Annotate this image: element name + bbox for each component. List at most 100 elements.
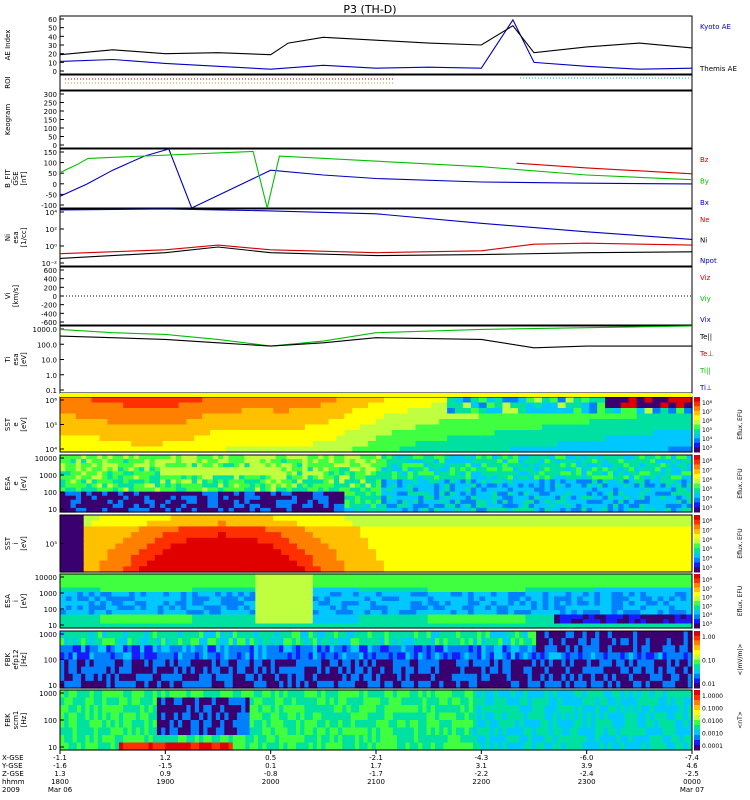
colorbar-cell	[694, 519, 700, 525]
y-axis-label: [1/cc]	[20, 227, 28, 247]
colorbar-cell	[694, 673, 700, 679]
colorbar-cell	[694, 678, 700, 684]
y-tick-label: -400	[41, 310, 57, 318]
y-axis-label: B_FIT	[4, 168, 12, 187]
colorbar-tick-label: 10⁸	[702, 577, 713, 584]
legend-entry: Vix	[700, 316, 711, 324]
colorbar-cell	[694, 715, 700, 721]
time-axis-row-label: Y-GSE	[1, 762, 23, 770]
y-axis-label: esa	[12, 231, 20, 243]
colorbar-tick-label: 10⁴	[702, 496, 713, 503]
colorbar-cell	[694, 478, 700, 484]
colorbar-cell	[694, 438, 700, 444]
colorbar-cell	[694, 442, 700, 448]
colorbar-cell	[694, 654, 700, 660]
colorbar-tick-label: 10⁸	[702, 400, 713, 407]
y-tick-label: 100	[44, 125, 57, 133]
colorbar-cell	[694, 659, 700, 665]
colorbar-fbk_e	[694, 631, 700, 689]
y-tick-label: 1000	[39, 690, 57, 698]
y-tick-label: 150	[44, 117, 57, 125]
colorbar-tick-label: 10⁴	[702, 436, 713, 443]
x-tick-label: 2200	[472, 778, 490, 786]
colorbar-sst_i	[694, 515, 700, 573]
y-axis-label: i	[12, 542, 20, 544]
legend-entry: Bx	[700, 199, 709, 207]
colorbar-tick-label: 10³	[702, 505, 713, 512]
x-tick-label: 3.1	[476, 762, 487, 770]
colorbar-esa_e	[694, 455, 700, 513]
colorbar-cell	[694, 548, 700, 554]
y-tick-label: 60	[48, 16, 57, 24]
spectrogram-esa_i	[60, 574, 693, 629]
y-axis-label: SST	[4, 536, 12, 550]
y-tick-label: -50	[46, 191, 57, 199]
spectra-strip	[60, 393, 692, 397]
colorbar-cell	[694, 406, 700, 412]
colorbar-cell	[694, 469, 700, 475]
colorbar-tick-label: 10⁷	[702, 409, 713, 416]
colorbar-cell	[694, 583, 700, 588]
y-tick-label: 250	[44, 100, 57, 108]
colorbar-cell	[694, 619, 700, 624]
y-tick-label: 1.0	[46, 372, 57, 380]
x-tick-label: Mar 06	[48, 786, 73, 794]
y-axis-label: FBK	[4, 652, 12, 666]
x-tick-label: -4.3	[474, 754, 488, 762]
time-axis-row-label: 2009	[2, 786, 20, 794]
colorbar-cell	[694, 497, 700, 503]
colorbar-tick-label: 10³	[702, 445, 713, 452]
colorbar-tick-label: 10⁸	[702, 518, 713, 525]
y-tick-label: 10	[48, 682, 57, 690]
x-tick-label: Mar 07	[680, 786, 704, 794]
panel-frame-esa_e	[59, 454, 693, 513]
colorbar-cell	[694, 601, 700, 606]
colorbar-tick-label: 10⁷	[702, 586, 713, 593]
x-tick-label: 2300	[578, 778, 596, 786]
legend-entry: Ne	[700, 216, 710, 224]
y-tick-label: 10⁰	[45, 243, 57, 251]
y-tick-label: 0	[53, 293, 57, 301]
colorbar-cell	[694, 397, 700, 403]
colorbar-cell	[694, 567, 700, 573]
series-line-npot	[59, 208, 693, 240]
colorbar-cell	[694, 543, 700, 549]
colorbar-cell	[694, 700, 700, 706]
x-tick-label: -1.7	[369, 770, 383, 778]
y-axis-label: GSE	[12, 171, 20, 185]
y-axis-label: scm1	[12, 711, 20, 730]
colorbar-cell	[694, 447, 700, 453]
y-axis-label: Ti	[4, 356, 12, 363]
spectrogram-fbk_b	[60, 690, 693, 751]
y-tick-label: -200	[41, 302, 57, 310]
legend-entry: Npot	[700, 257, 717, 265]
y-axis-label: e	[12, 481, 20, 485]
colorbar-cell	[694, 488, 700, 494]
y-axis-label: Ni	[4, 234, 12, 241]
y-axis-label: [eV]	[20, 417, 28, 432]
y-tick-label: 10	[48, 744, 57, 752]
colorbar-cell	[694, 429, 700, 435]
y-axis-label: ROI	[4, 76, 12, 88]
y-tick-label: 100	[44, 489, 57, 497]
colorbar-cell	[694, 669, 700, 675]
colorbar-tick-label: 10⁶	[702, 537, 713, 544]
colorbar-cell	[694, 635, 700, 641]
colorbar-label: <nT>	[737, 711, 744, 729]
y-tick-label: 10.0	[41, 357, 57, 365]
colorbar-tick-label: 0.0001	[702, 743, 723, 750]
series-line-te	[59, 335, 692, 349]
y-tick-label: 400	[44, 276, 57, 284]
x-tick-label: 3.9	[581, 762, 592, 770]
colorbar-tick-label: 10⁸	[702, 458, 713, 465]
y-tick-label: 1000	[39, 472, 57, 480]
y-tick-label: 10⁵	[45, 541, 57, 549]
y-tick-label: 1000.0	[33, 326, 58, 334]
y-axis-label: SST	[4, 417, 12, 431]
colorbar-tick-label: 10⁵	[702, 427, 713, 434]
x-tick-label: -2.5	[685, 770, 699, 778]
y-axis-label: [eV]	[20, 536, 28, 551]
x-tick-label: 4.6	[686, 762, 698, 770]
legend-entry: Bz	[700, 156, 709, 164]
